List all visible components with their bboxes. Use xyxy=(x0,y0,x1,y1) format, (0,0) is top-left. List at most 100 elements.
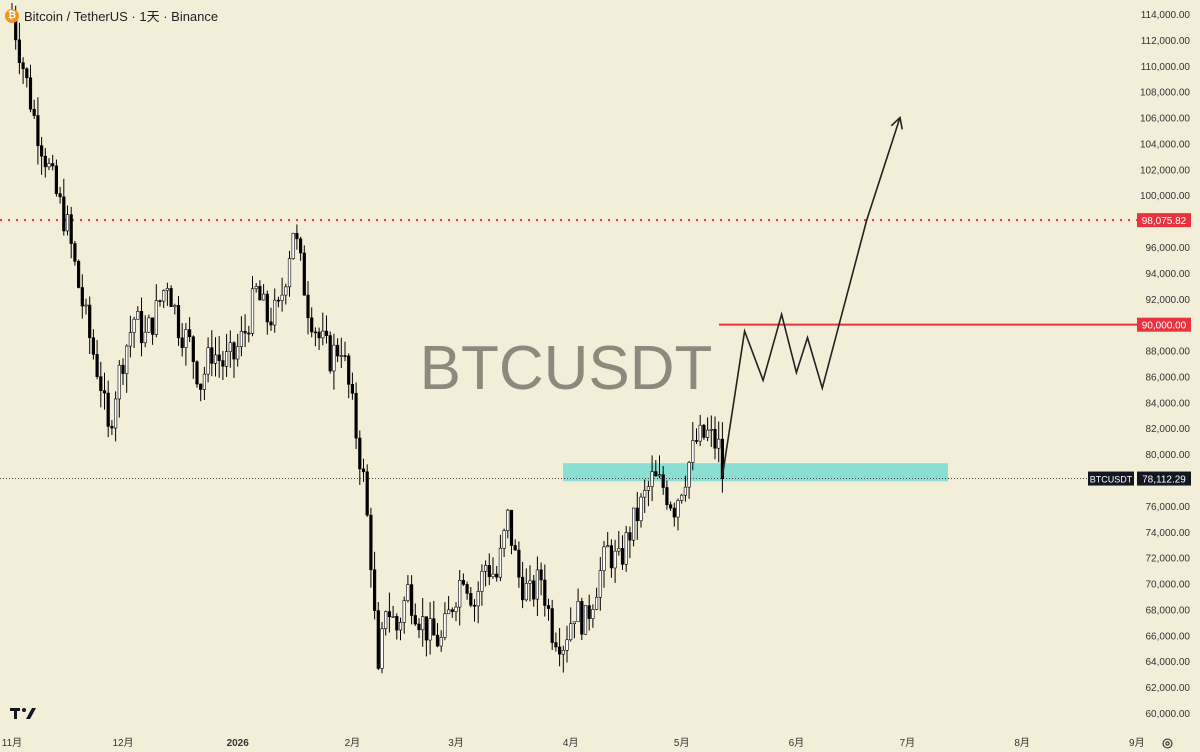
tradingview-logo-icon[interactable] xyxy=(10,705,38,721)
candle[interactable] xyxy=(705,417,710,442)
candle[interactable] xyxy=(250,275,255,337)
candle[interactable] xyxy=(276,296,281,308)
candle[interactable] xyxy=(258,280,262,301)
candle[interactable] xyxy=(247,325,251,343)
time-axis[interactable]: 11月 12月 2026 2月 3月 4月 5月 6月 7月 8月 9月 xyxy=(2,737,1145,749)
candle[interactable] xyxy=(631,507,636,547)
candle[interactable] xyxy=(321,312,325,346)
candle[interactable] xyxy=(151,317,155,345)
candle[interactable] xyxy=(583,605,588,635)
candle[interactable] xyxy=(99,361,103,408)
candle[interactable] xyxy=(43,148,47,178)
candle[interactable] xyxy=(694,428,699,444)
candle[interactable] xyxy=(720,422,724,493)
candle[interactable] xyxy=(654,460,658,477)
candle[interactable] xyxy=(661,466,665,495)
candle[interactable] xyxy=(77,259,81,289)
candle[interactable] xyxy=(139,297,144,357)
symbol-header[interactable]: ₿ Bitcoin / TetherUS · 1天 · Binance xyxy=(5,6,218,25)
candle[interactable] xyxy=(535,556,539,616)
candle[interactable] xyxy=(417,618,421,639)
candle[interactable] xyxy=(310,307,314,338)
candle[interactable] xyxy=(284,283,288,305)
candle[interactable] xyxy=(650,455,654,502)
candle[interactable] xyxy=(280,277,284,312)
candle[interactable] xyxy=(435,623,440,648)
candle[interactable] xyxy=(406,575,410,603)
candle[interactable] xyxy=(487,553,491,586)
candle[interactable] xyxy=(402,596,406,634)
candle[interactable] xyxy=(372,551,377,620)
candle[interactable] xyxy=(47,158,51,171)
candle[interactable] xyxy=(513,539,517,551)
candle[interactable] xyxy=(628,526,632,559)
candle[interactable] xyxy=(106,380,110,438)
candle[interactable] xyxy=(702,423,706,440)
candle[interactable] xyxy=(517,541,521,588)
candle[interactable] xyxy=(683,475,687,502)
candle[interactable] xyxy=(236,333,240,367)
candle[interactable] xyxy=(461,573,466,587)
candle[interactable] xyxy=(176,296,181,346)
candle[interactable] xyxy=(199,383,203,402)
candle[interactable] xyxy=(217,336,221,378)
candle[interactable] xyxy=(54,159,58,197)
candle[interactable] xyxy=(606,531,610,548)
candle[interactable] xyxy=(532,574,536,607)
candle[interactable] xyxy=(498,534,503,582)
candle[interactable] xyxy=(117,360,121,418)
candle[interactable] xyxy=(539,562,543,596)
candle[interactable] xyxy=(17,22,22,75)
candle[interactable] xyxy=(591,604,595,628)
candle[interactable] xyxy=(424,616,429,657)
candle[interactable] xyxy=(313,327,318,347)
candle[interactable] xyxy=(162,289,166,309)
candle[interactable] xyxy=(550,599,554,650)
candle[interactable] xyxy=(413,603,417,626)
candle[interactable] xyxy=(691,421,695,471)
candle[interactable] xyxy=(91,329,95,360)
candle[interactable] xyxy=(635,491,639,540)
candle[interactable] xyxy=(565,625,569,663)
candle[interactable] xyxy=(88,296,92,355)
candle[interactable] xyxy=(543,564,547,617)
candle[interactable] xyxy=(520,561,525,609)
candle[interactable] xyxy=(32,99,36,119)
candle[interactable] xyxy=(180,323,184,357)
candle[interactable] xyxy=(143,315,147,348)
candle[interactable] xyxy=(421,597,425,647)
candle[interactable] xyxy=(188,317,192,342)
candle[interactable] xyxy=(128,315,133,358)
candle[interactable] xyxy=(672,502,676,527)
candle[interactable] xyxy=(698,414,702,446)
candle[interactable] xyxy=(136,306,140,320)
candle[interactable] xyxy=(332,333,336,390)
candle[interactable] xyxy=(376,602,380,671)
candle[interactable] xyxy=(391,605,395,618)
candle[interactable] xyxy=(173,303,177,315)
candle[interactable] xyxy=(454,602,458,622)
candle[interactable] xyxy=(147,314,151,333)
candle[interactable] xyxy=(465,581,469,600)
candle[interactable] xyxy=(665,480,669,510)
candle[interactable] xyxy=(287,250,292,297)
candle[interactable] xyxy=(561,645,565,673)
candle[interactable] xyxy=(239,316,244,357)
candle[interactable] xyxy=(717,421,721,463)
candle[interactable] xyxy=(273,288,277,333)
candle[interactable] xyxy=(458,570,462,626)
candle[interactable] xyxy=(80,274,84,319)
candle[interactable] xyxy=(617,531,621,556)
candle[interactable] xyxy=(495,565,499,582)
candle[interactable] xyxy=(254,283,258,293)
candle[interactable] xyxy=(713,416,717,460)
candle[interactable] xyxy=(380,622,384,674)
candle[interactable] xyxy=(620,535,625,571)
candle[interactable] xyxy=(502,528,506,558)
candle[interactable] xyxy=(569,607,573,642)
candle[interactable] xyxy=(110,420,114,435)
candle[interactable] xyxy=(439,630,443,652)
candle[interactable] xyxy=(668,501,673,511)
support-zone[interactable] xyxy=(563,463,948,482)
